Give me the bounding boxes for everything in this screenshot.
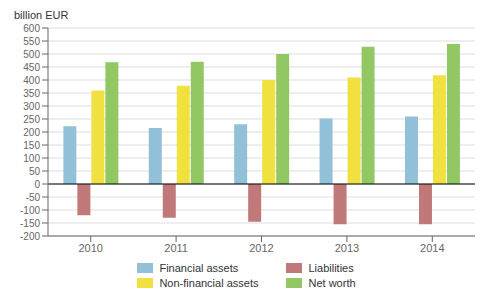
html-text:Liabilities: Liabilities bbox=[308, 261, 354, 274]
html-text:Non-financial assets: Non-financial assets bbox=[159, 276, 259, 289]
svg-text:150: 150 bbox=[23, 140, 40, 151]
svg-text:550: 550 bbox=[23, 36, 40, 47]
svg-text:250: 250 bbox=[23, 114, 40, 125]
svg-text:2012: 2012 bbox=[249, 242, 273, 254]
svg-text:-100: -100 bbox=[20, 205, 40, 216]
svg-text:50: 50 bbox=[29, 166, 41, 177]
html-text:Net worth: Net worth bbox=[308, 276, 356, 289]
svg-text:200: 200 bbox=[23, 127, 40, 138]
svg-text:2011: 2011 bbox=[164, 242, 188, 254]
svg-text:600: 600 bbox=[23, 23, 40, 34]
svg-text:0: 0 bbox=[34, 179, 40, 190]
svg-text:-200: -200 bbox=[20, 231, 40, 242]
svg-text:450: 450 bbox=[23, 62, 40, 73]
svg-text:-150: -150 bbox=[20, 218, 40, 229]
svg-text:100: 100 bbox=[23, 153, 40, 164]
svg-text:350: 350 bbox=[23, 88, 40, 99]
svg-text:2010: 2010 bbox=[78, 242, 102, 254]
svg-text:2014: 2014 bbox=[420, 242, 444, 254]
svg-text:500: 500 bbox=[23, 49, 40, 60]
svg-text:-50: -50 bbox=[26, 192, 41, 203]
svg-text:2013: 2013 bbox=[335, 242, 359, 254]
html-text:Financial assets: Financial assets bbox=[159, 261, 239, 274]
html-text:billion EUR: billion EUR bbox=[14, 9, 69, 21]
svg-text:300: 300 bbox=[23, 101, 40, 112]
svg-text:400: 400 bbox=[23, 75, 40, 86]
